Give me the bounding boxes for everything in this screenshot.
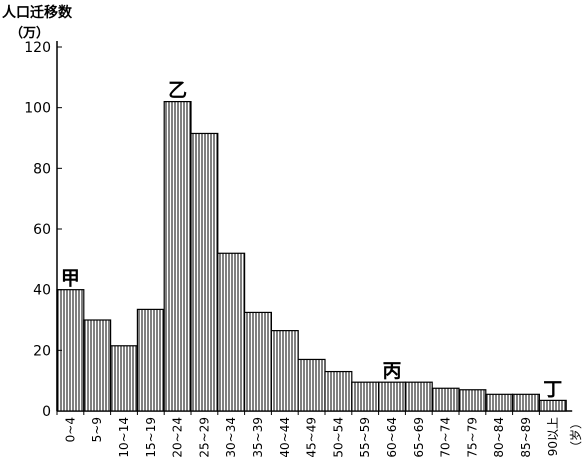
x-tick-label: 35~39: [251, 417, 265, 458]
bar: [485, 393, 514, 412]
bar: [297, 358, 326, 412]
annotation-label: 丁: [543, 378, 562, 400]
x-tick-label: 80~84: [492, 417, 506, 458]
x-tick-label: 50~54: [331, 417, 345, 458]
bars: [56, 100, 567, 412]
bar: [270, 330, 299, 412]
y-tick-label: 120: [24, 40, 51, 56]
bar: [458, 389, 487, 412]
x-tick-label: 40~44: [278, 417, 292, 458]
bar: [109, 345, 138, 412]
annotation-label: 乙: [168, 80, 187, 102]
y-tick-label: 40: [33, 283, 51, 299]
x-tick-label: 60~64: [385, 417, 399, 458]
x-tick-label: 45~49: [305, 417, 319, 458]
bar: [404, 381, 433, 412]
bar: [511, 393, 540, 412]
x-tick-label: 55~59: [358, 417, 372, 458]
bar: [324, 370, 353, 412]
x-ticks: 0~4 5~9 10~14 15~19 20~24 25~29 30~34 35~39 40~4…: [56, 411, 560, 458]
x-tick-label: 85~89: [519, 417, 533, 458]
bar: [217, 252, 246, 412]
y-tick-label: 80: [33, 161, 51, 177]
x-tick-label: 65~69: [412, 417, 426, 458]
x-tick-label: 25~29: [197, 417, 211, 458]
bar: [136, 308, 165, 412]
x-tick-label: 5~9: [90, 417, 104, 442]
x-tick-label: 90以上: [546, 417, 560, 456]
y-tick-label: 0: [42, 404, 51, 420]
x-tick-label: 75~79: [465, 417, 479, 458]
bar: [244, 311, 273, 412]
bar: [378, 381, 407, 412]
annotation-label: 甲: [61, 268, 80, 290]
bar: [431, 387, 460, 412]
bar: [351, 381, 380, 412]
bar: [538, 399, 567, 412]
y-tick-label: 100: [24, 101, 51, 117]
annotation-label: 丙: [382, 360, 401, 382]
bar: [163, 100, 192, 412]
y-axis-unit: （万）: [10, 26, 50, 41]
bar: [190, 132, 219, 412]
x-tick-label: 0~4: [63, 417, 77, 442]
y-tick-label: 60: [33, 222, 51, 238]
x-tick-label: 15~19: [144, 417, 158, 458]
bar: [83, 319, 112, 412]
y-tick-label: 20: [33, 343, 51, 359]
x-tick-label: 10~14: [117, 417, 131, 458]
x-axis-unit: （岁）: [568, 417, 583, 453]
x-tick-label: 20~24: [171, 417, 185, 458]
y-axis-title: 人口迁移数: [2, 5, 72, 21]
x-tick-label: 30~34: [224, 417, 238, 458]
x-tick-label: 70~74: [439, 417, 453, 458]
y-ticks: 0 20 40 60 80 100 120: [24, 40, 62, 420]
annotations: 甲 乙丙丁: [61, 80, 562, 401]
